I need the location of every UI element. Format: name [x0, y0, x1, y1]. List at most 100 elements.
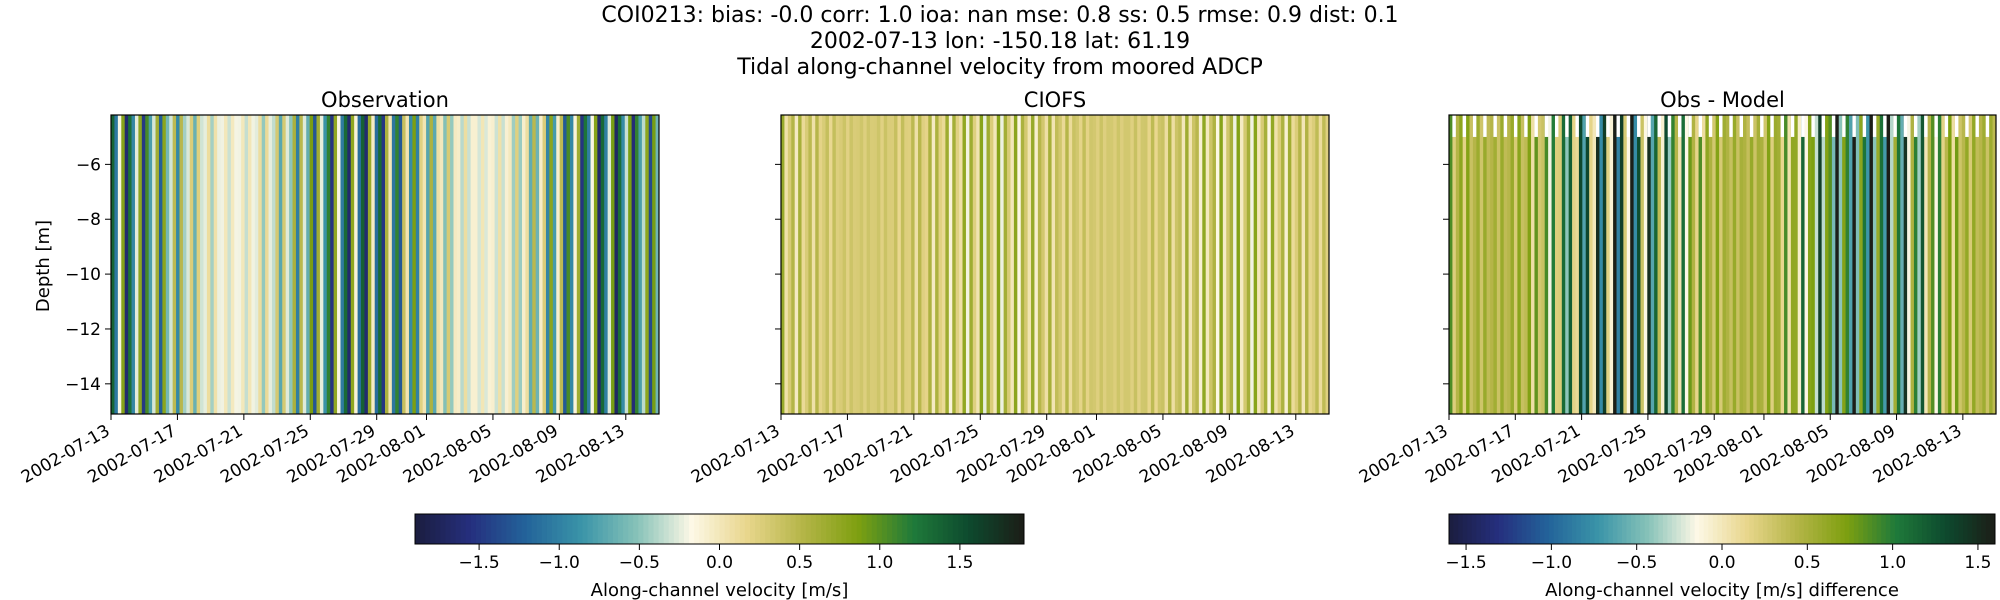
colorbar-swatch — [932, 514, 939, 544]
heatmap-column — [155, 115, 160, 414]
heatmap-column — [1215, 115, 1220, 414]
missing-data-cell — [1954, 115, 1959, 137]
heatmap-column — [811, 115, 816, 414]
heatmap-column — [1982, 115, 1987, 414]
colorbar-difference: −1.5 −1.0 −0.5 0.0 0.5 1.0 1.5 Along-channel ve… — [1445, 513, 1996, 600]
heatmap-column — [1034, 115, 1039, 414]
heatmap-column — [1931, 115, 1935, 414]
panel-title: CIOFS — [1024, 88, 1086, 112]
heatmap-column — [1472, 115, 1477, 414]
colorbar-swatch — [1767, 514, 1773, 544]
heatmap-column — [350, 115, 355, 414]
heatmap-column — [1732, 115, 1737, 414]
heatmap-column — [1281, 115, 1285, 414]
heatmap-column — [597, 115, 602, 414]
heatmap-column — [282, 115, 287, 414]
colorbar-label: Along-channel velocity [m/s] difference — [1545, 580, 1899, 600]
colorbar-swatch — [1649, 514, 1655, 544]
heatmap-column — [1449, 115, 1453, 414]
missing-data-cell — [1934, 115, 1939, 137]
heatmap-column — [907, 115, 912, 414]
colorbar-swatch — [1590, 514, 1595, 544]
heatmap-column — [1078, 115, 1083, 414]
colorbar-swatch — [1008, 514, 1015, 544]
heatmap-column — [542, 115, 547, 414]
missing-data-cell — [1852, 115, 1857, 137]
heatmap-column — [1493, 115, 1498, 414]
colorbar-swatch — [1890, 514, 1896, 544]
heatmap-column — [213, 115, 218, 414]
colorbar-swatch — [1471, 514, 1477, 544]
colorbar-swatch — [536, 514, 543, 544]
heatmap-column — [559, 115, 564, 414]
colorbar-swatch — [907, 514, 913, 544]
heatmap-column — [962, 115, 967, 414]
heatmap-column — [285, 115, 290, 414]
heatmap-column — [398, 115, 403, 414]
colorbar-swatch — [607, 514, 614, 544]
missing-data-cell — [1872, 115, 1877, 137]
heatmap-column — [1222, 115, 1227, 414]
heatmap-column — [364, 115, 369, 414]
heatmap-column — [152, 115, 156, 414]
colorbar-swatch — [1690, 514, 1696, 544]
heatmap-column — [808, 115, 813, 414]
colorbar-swatch — [729, 514, 736, 544]
colorbar-swatch — [506, 514, 512, 544]
colorbar-swatch — [1580, 514, 1586, 544]
missing-data-cell — [1903, 115, 1908, 137]
colorbar-swatch — [1585, 514, 1591, 544]
heatmap-column — [1599, 115, 1604, 414]
missing-data-cell — [1544, 115, 1549, 137]
colorbar-swatch — [1722, 514, 1727, 544]
heatmap-column — [1133, 115, 1138, 414]
heatmap-column — [566, 115, 571, 414]
colorbar-swatch — [1772, 514, 1777, 544]
missing-data-cell — [1883, 115, 1887, 137]
heatmap-column — [1000, 115, 1005, 414]
colorbar-swatch — [1671, 514, 1677, 544]
missing-data-cell — [1616, 115, 1621, 137]
colorbar-swatch — [1735, 514, 1741, 544]
missing-data-cell — [1462, 115, 1467, 137]
heatmap-column — [545, 115, 550, 414]
heatmap-column — [251, 115, 256, 414]
heatmap-column — [254, 115, 259, 414]
heatmap-column — [265, 115, 269, 414]
colorbar-swatch — [1799, 514, 1805, 544]
heatmap-column — [1116, 115, 1121, 414]
heatmap-column — [460, 115, 465, 414]
colorbar-swatch — [1631, 514, 1636, 544]
heatmap-column — [313, 115, 317, 414]
colorbar-swatch — [892, 514, 898, 544]
colorbar-swatch — [1558, 514, 1564, 544]
heatmap-column — [422, 115, 427, 414]
heatmap-column — [165, 115, 170, 414]
heatmap-column — [206, 115, 211, 414]
colorbar-swatch — [501, 514, 507, 544]
colorbar-swatch — [1544, 514, 1550, 544]
heatmap-column — [1691, 115, 1696, 414]
heatmap-column — [1794, 115, 1799, 414]
heatmap-column — [1972, 115, 1976, 414]
heatmap-column — [1205, 115, 1210, 414]
heatmap-column — [1705, 115, 1710, 414]
heatmap-column — [1092, 115, 1097, 414]
heatmap-column — [128, 115, 132, 414]
heatmap-column — [825, 115, 830, 414]
heatmap-column — [1150, 115, 1155, 414]
heatmap-column — [801, 115, 806, 414]
heatmap-column — [1123, 115, 1128, 414]
heatmap-column — [641, 115, 646, 414]
heatmap-column — [1667, 115, 1672, 414]
heatmap-column — [1941, 115, 1946, 414]
heatmap-column — [1592, 115, 1597, 414]
colorbar-swatch — [1708, 514, 1714, 544]
panel-title: Obs - Model — [1660, 88, 1785, 112]
heatmap-column — [456, 115, 461, 414]
heatmap-column — [921, 115, 926, 414]
colorbar-swatch — [775, 514, 781, 544]
heatmap-column — [319, 115, 324, 414]
colorbar-swatch — [1553, 514, 1559, 544]
missing-data-cell — [1719, 115, 1723, 137]
